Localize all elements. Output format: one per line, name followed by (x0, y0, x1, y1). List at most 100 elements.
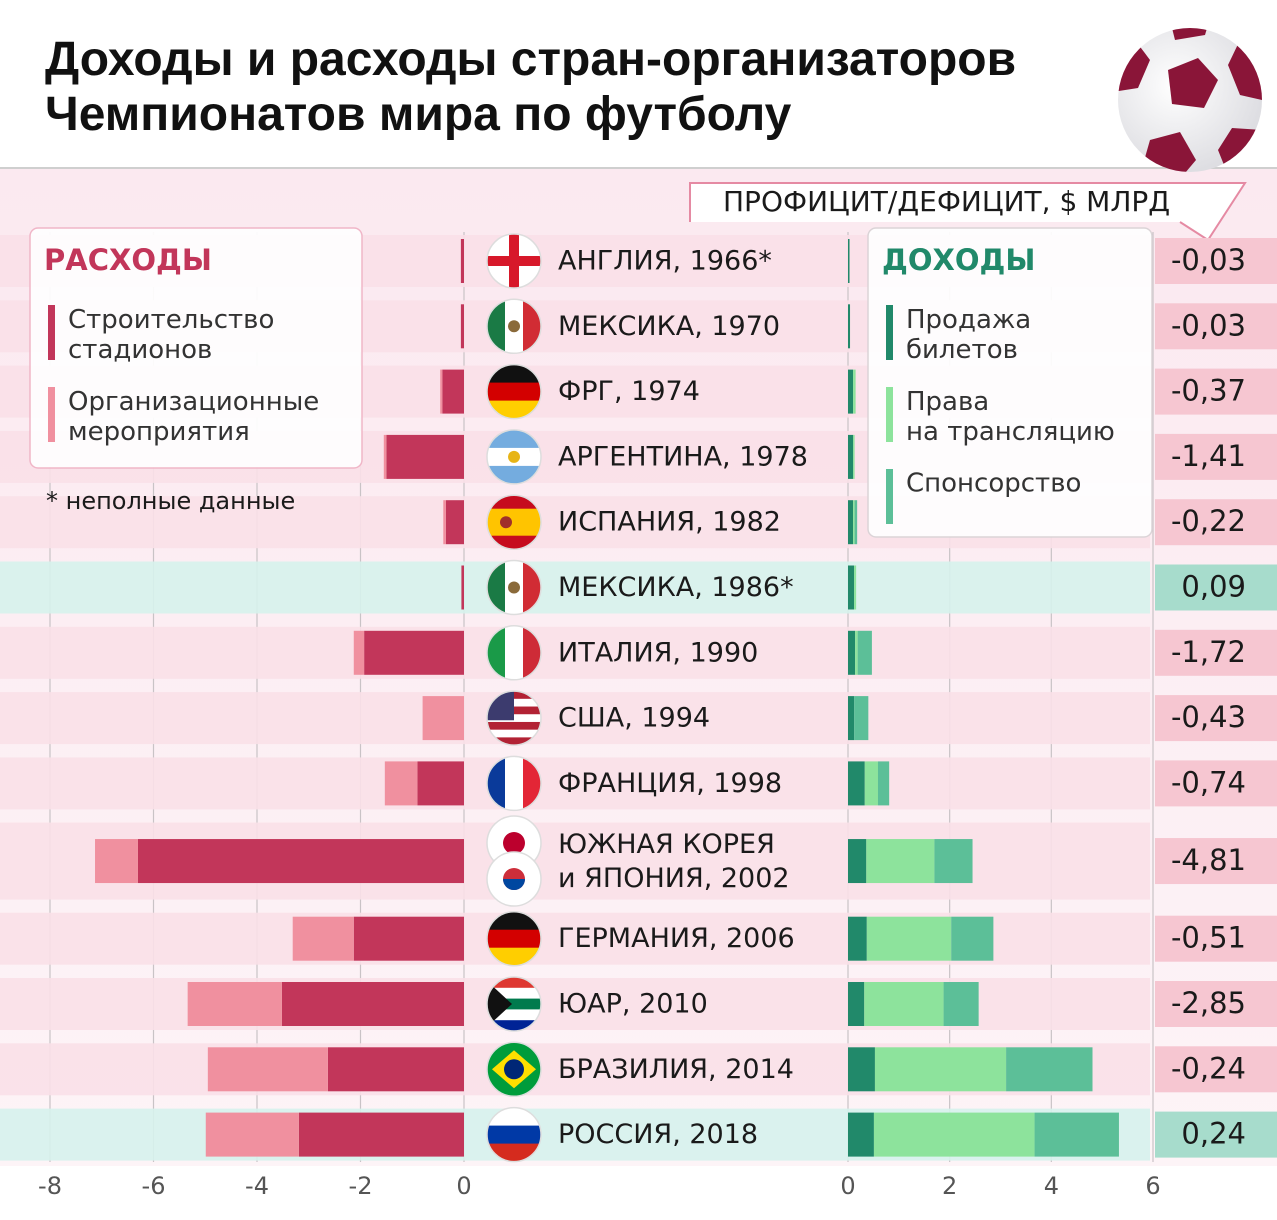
bar-segment (848, 304, 851, 349)
category-label: ИТАЛИЯ, 1990 (558, 637, 758, 668)
x-tick-label: 0 (840, 1172, 855, 1200)
category-label: ФРГ, 1974 (558, 376, 700, 407)
bar-segment (853, 369, 856, 414)
bar-segment (417, 761, 464, 806)
flag (487, 977, 541, 1031)
legend-title: ДОХОДЫ (882, 243, 1035, 277)
x-tick-label: -6 (142, 1172, 166, 1200)
bar-segment (440, 369, 443, 414)
legend-label: Строительство стадионов (68, 305, 274, 365)
flag-emblem (508, 320, 520, 333)
balance-label: -0,51 (1171, 921, 1246, 955)
bar-segment (873, 1112, 1035, 1157)
flag (487, 299, 541, 354)
bar-segment (445, 500, 464, 545)
bar-segment (137, 839, 464, 884)
balance-cell (1155, 915, 1277, 962)
bar-segment (864, 982, 944, 1026)
balance-header-frame (689, 182, 1247, 242)
flag-ring (486, 625, 542, 681)
bar-segment (853, 434, 855, 479)
bar-segment (848, 916, 867, 961)
bar-segment (848, 565, 855, 610)
flag-stripe (487, 429, 541, 449)
balance-label: 0,24 (1181, 1117, 1246, 1151)
flag-stripe (523, 625, 541, 680)
legend-swatch (886, 305, 893, 360)
bar-segment (353, 630, 365, 675)
flag (487, 911, 541, 966)
legend-swatch (886, 469, 893, 524)
football-icon (1118, 28, 1262, 172)
flag (487, 625, 541, 680)
flag-emblem (508, 450, 520, 463)
legend-title: РАСХОДЫ (44, 243, 212, 277)
bar-segment (848, 239, 850, 283)
flag-globe (504, 1059, 524, 1080)
x-tick-label: -8 (38, 1172, 62, 1200)
flag-stripe (487, 987, 541, 1000)
flag (487, 364, 541, 419)
bar-segment (866, 839, 935, 884)
bar-segment (1034, 1112, 1119, 1157)
bar-segment (943, 982, 979, 1026)
bar-segment (854, 696, 869, 741)
legend-label: Продажа билетов (906, 305, 1031, 365)
bar-segment (864, 761, 878, 806)
balance-label: 0,09 (1181, 570, 1246, 604)
category-label: ЮАР, 2010 (558, 989, 708, 1020)
flag-ring (486, 690, 542, 746)
bar-segment (383, 434, 387, 479)
flag-stripe (487, 911, 541, 931)
flag-stripe (487, 756, 506, 811)
category-label: МЕКСИКА, 1986* (558, 572, 794, 603)
flag-stripe (487, 382, 541, 402)
flag (487, 429, 541, 484)
legend-box (29, 227, 363, 469)
balance-label: -0,43 (1171, 700, 1246, 734)
flag-ring (486, 910, 542, 967)
balance-cell (1155, 760, 1277, 807)
bar-segment (848, 982, 865, 1026)
bar-segment (205, 1112, 299, 1157)
balance-label: -4,81 (1171, 843, 1246, 877)
balance-cell (1155, 629, 1277, 676)
bar-segment (854, 500, 858, 545)
balance-cell (1155, 238, 1277, 284)
bar-segment (877, 761, 890, 806)
x-tick-label: 2 (942, 1172, 957, 1200)
bar-segment (874, 1047, 1007, 1092)
bar-segment (207, 1047, 328, 1092)
category-label: ГЕРМАНИЯ, 2006 (558, 923, 795, 954)
category-label: ЮЖНАЯ КОРЕЯ и ЯПОНИЯ, 2002 (558, 829, 790, 894)
flag-ring (486, 1106, 542, 1163)
flag-ring (486, 1041, 542, 1098)
note: * неполные данные (46, 487, 295, 515)
flag-ring (486, 233, 542, 289)
legend-box (867, 227, 1153, 538)
flag-stripe (487, 1143, 541, 1162)
balance-cell (1155, 838, 1277, 885)
flag-stripe (487, 947, 541, 966)
balance-label: -0,22 (1171, 504, 1246, 538)
bar-segment (298, 1112, 464, 1157)
x-tick-label: 6 (1145, 1172, 1160, 1200)
bar-segment (461, 565, 464, 610)
flag-stripe (505, 756, 524, 811)
balance-label: -1,72 (1171, 635, 1246, 669)
bar-segment (848, 500, 854, 545)
balance-label: -0,03 (1171, 243, 1246, 277)
flag-triangle (487, 981, 512, 1027)
flag-stripe (505, 625, 524, 680)
category-label: РОССИЯ, 2018 (558, 1119, 758, 1150)
flag-ring (486, 363, 542, 420)
flag (487, 756, 541, 811)
balance-cell (1155, 564, 1277, 611)
flag-cross (487, 256, 541, 266)
flag-ring (486, 429, 542, 485)
row-band (0, 757, 1150, 810)
row-band (0, 626, 1150, 679)
flag-stripe (523, 299, 541, 354)
balance-cell (1155, 695, 1277, 742)
row-band (0, 692, 1150, 745)
